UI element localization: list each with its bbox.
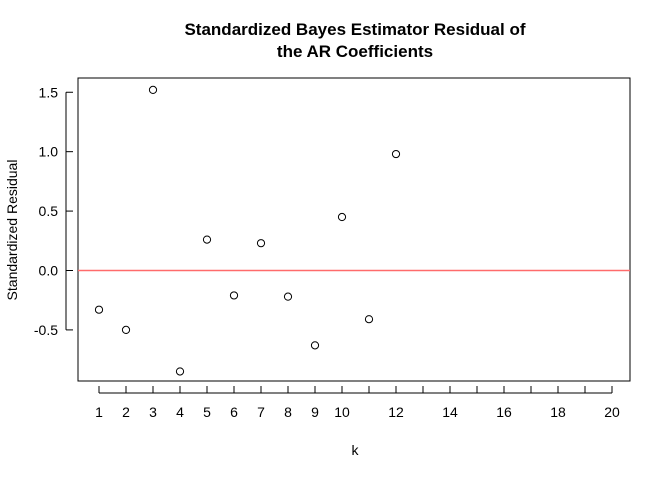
plot-frame: [77, 77, 631, 382]
x-tick-label-10: 10: [334, 404, 350, 420]
x-axis: 1 2 3 4 5 6 7 8 9 10 12 14 16 18 20: [95, 386, 620, 420]
y-axis: -0.5 0.0 0.5 1.0 1.5: [34, 84, 73, 338]
x-tick-label-14: 14: [442, 404, 458, 420]
data-point-3: [148, 85, 158, 94]
x-tick-label-18: 18: [550, 404, 566, 420]
data-point-7: [256, 239, 266, 248]
x-tick-label-6: 6: [230, 404, 238, 420]
data-point-11: [364, 315, 374, 324]
y-tick-label-1: 0.0: [39, 262, 59, 278]
x-tick-label-7: 7: [257, 404, 265, 420]
data-point-4: [175, 367, 185, 376]
y-tick-label-2: 0.5: [39, 203, 59, 219]
chart-title-line-1: Standardized Bayes Estimator Residual of: [184, 20, 525, 39]
x-axis-label: k: [352, 442, 360, 458]
chart-title-line-2: the AR Coefficients: [277, 42, 433, 61]
y-axis-label: Standardized Residual: [4, 160, 20, 301]
x-tick-label-3: 3: [149, 404, 157, 420]
data-point-6: [229, 291, 239, 300]
y-tick-label-0: -0.5: [34, 322, 58, 338]
y-tick-label-3: 1.0: [39, 144, 59, 160]
x-tick-label-12: 12: [388, 404, 404, 420]
data-point-10: [337, 212, 347, 222]
x-tick-label-20: 20: [604, 404, 620, 420]
data-point-5: [202, 235, 212, 244]
y-tick-label-4: 1.5: [39, 84, 59, 100]
data-point-1: [94, 305, 104, 314]
x-tick-label-4: 4: [176, 404, 184, 420]
x-tick-label-5: 5: [203, 404, 211, 420]
chart-title: Standardized Bayes Estimator Residual of…: [184, 20, 525, 61]
x-tick-label-1: 1: [95, 404, 103, 420]
data-point-8: [283, 292, 293, 301]
x-tick-label-9: 9: [311, 404, 319, 420]
x-tick-label-8: 8: [284, 404, 292, 420]
data-point-12: [391, 149, 401, 159]
x-tick-label-2: 2: [122, 404, 130, 420]
x-tick-label-16: 16: [496, 404, 512, 420]
data-point-9: [310, 341, 320, 350]
data-point-2: [121, 325, 131, 335]
